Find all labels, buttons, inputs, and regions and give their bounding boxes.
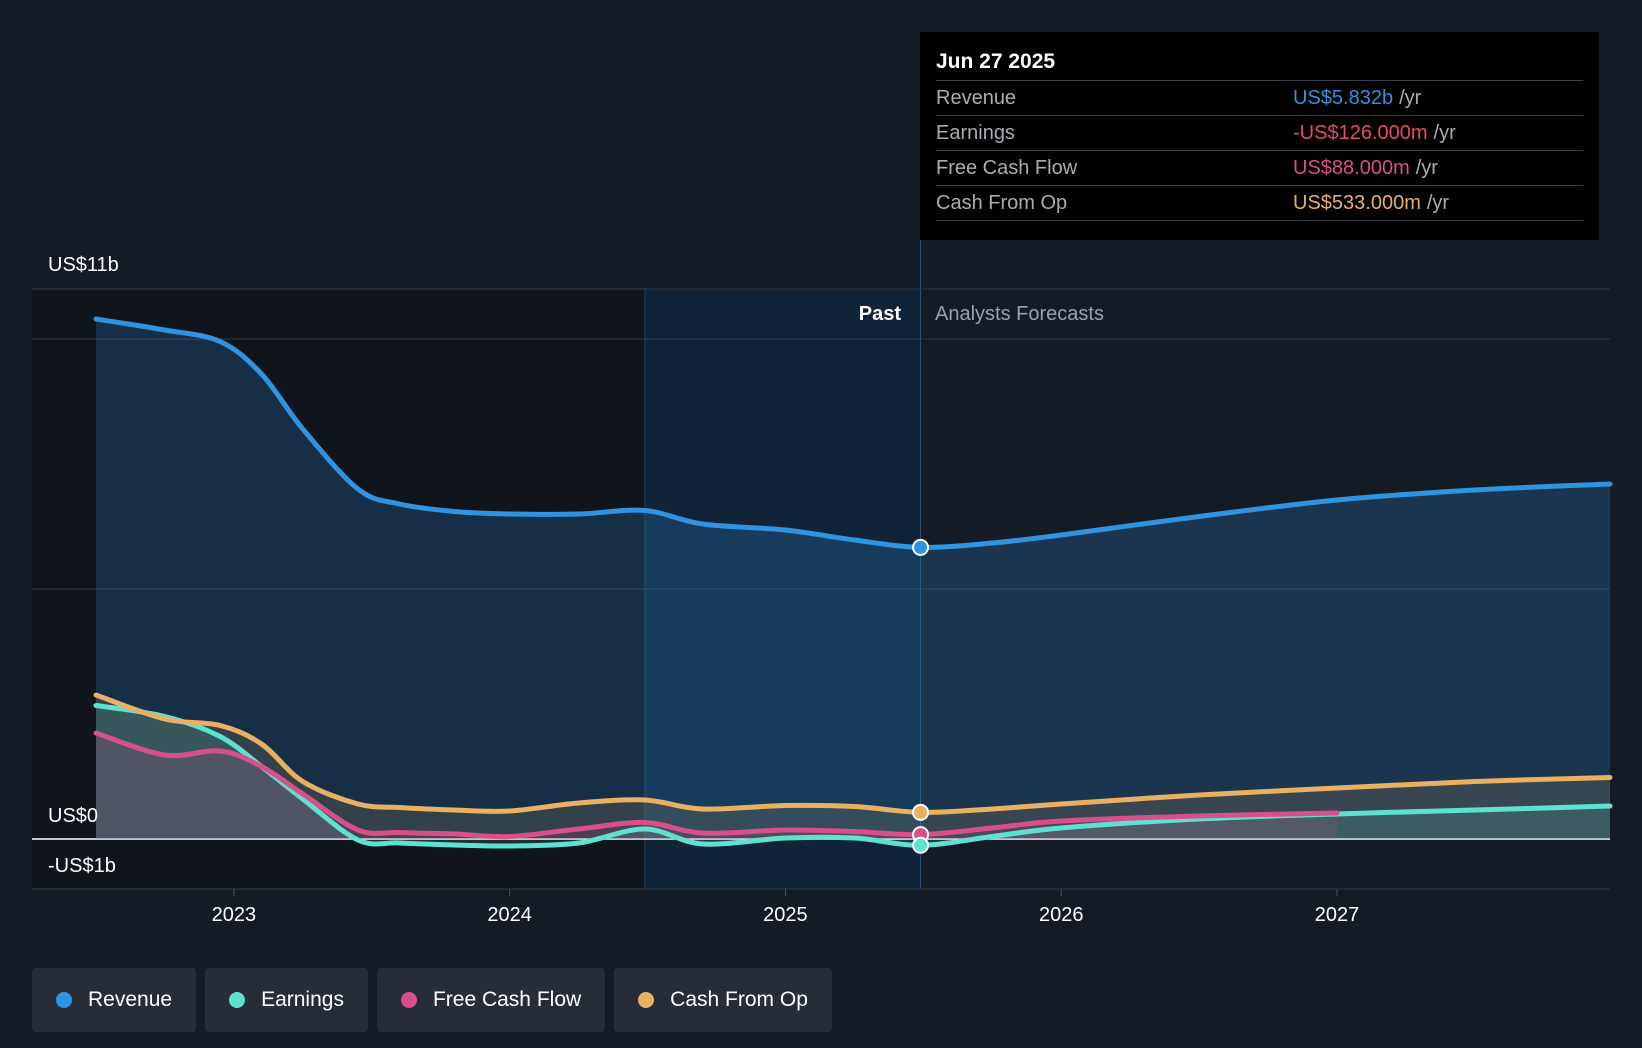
tooltip-unit: /yr [1433,121,1456,144]
tooltip-value: US$5.832b [1293,86,1394,109]
cfo-marker [912,803,930,821]
fcf-area [96,733,1337,839]
tooltip-unit: /yr [1415,156,1438,179]
revenue-dot-icon [56,992,72,1008]
tooltip: Jun 27 2025 Revenue US$5.832b /yr Earnin… [920,32,1599,240]
x-tick-label: 2026 [1039,904,1084,926]
y-label-zero: US$0 [48,805,98,827]
legend-label: Cash From Op [670,988,808,1011]
x-tick-label: 2024 [487,904,532,926]
free-cash-flow-dot-icon [400,992,417,1008]
revenue-line [93,316,1613,550]
tooltip-row-earnings: Earnings -US$126.000m /yr [936,115,1583,150]
x-tick-label: 2027 [1315,904,1360,926]
tooltip-unit: /yr [1426,191,1450,214]
tooltip-row-cash-from-op: Cash From Op US$533.000m /yr [936,185,1583,221]
fcf-line [93,730,1340,840]
cash-from-op-dot-icon [638,992,655,1008]
earnings-marker [912,836,930,854]
x-tick-label: 2025 [763,904,808,926]
legend-item-cash-from-op[interactable]: Cash From Op [614,968,832,1032]
tooltip-value: US$533.000m [1293,191,1421,214]
tooltip-label: Revenue [936,86,1017,109]
cfo-line [93,692,1613,815]
tooltip-unit: /yr [1399,86,1422,109]
y-label-bottom: -US$1b [48,855,116,877]
legend-label: Earnings [261,988,344,1011]
tooltip-value: US$88.000m [1293,156,1410,179]
legend-item-free-cash-flow[interactable]: Free Cash Flow [376,968,606,1032]
earnings-area [96,705,1610,847]
legend-label: Free Cash Flow [432,988,582,1011]
legend-label: Revenue [88,988,173,1011]
tooltip-label: Free Cash Flow [936,156,1078,179]
forecast-label: Analysts Forecasts [935,303,1104,325]
past-label: Past [859,303,902,325]
tooltip-label: Earnings [936,121,1015,144]
revenue-marker [912,538,930,556]
tooltip-row-revenue: Revenue US$5.832b /yr [936,80,1583,115]
tooltip-row-free-cash-flow: Free Cash Flow US$88.000m /yr [936,150,1583,185]
legend: Revenue Earnings Free Cash Flow Cash Fro… [32,968,832,1032]
y-label-top: US$11b [48,254,119,276]
revenue-area [96,319,1610,839]
cfo-area [96,695,1610,839]
x-tick-label: 2023 [212,904,257,926]
tooltip-value: -US$126.000m [1293,121,1428,144]
tooltip-label: Cash From Op [936,191,1068,214]
legend-item-revenue[interactable]: Revenue [32,968,197,1032]
earnings-dot-icon [229,992,246,1008]
legend-item-earnings[interactable]: Earnings [205,968,368,1032]
tooltip-date: Jun 27 2025 [936,50,1056,73]
